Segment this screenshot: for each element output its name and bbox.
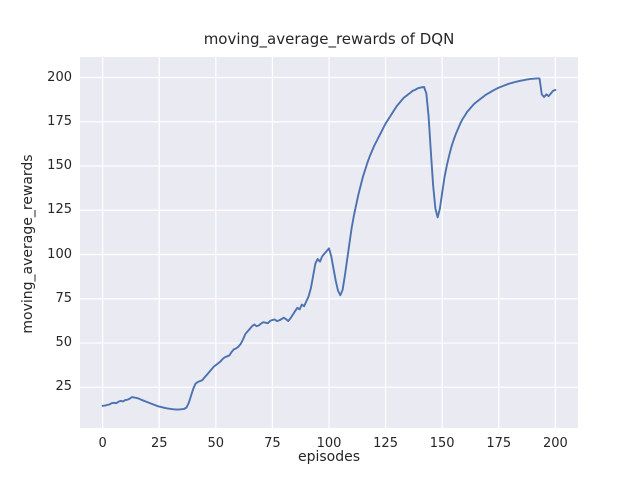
chart-title: moving_average_rewards of DQN bbox=[203, 30, 455, 48]
plot-area bbox=[80, 57, 578, 428]
x-tick-label: 100 bbox=[316, 436, 342, 451]
x-tick-label: 150 bbox=[429, 436, 455, 451]
line-series bbox=[101, 77, 557, 411]
x-tick-label: 75 bbox=[264, 436, 281, 451]
x-tick-label: 125 bbox=[373, 436, 398, 451]
y-tick-label: 50 bbox=[55, 335, 72, 351]
x-tick-label: 25 bbox=[150, 436, 168, 451]
y-axis-label: moving_average_rewards bbox=[20, 154, 36, 334]
y-tick-label: 75 bbox=[55, 290, 72, 306]
y-tick-label: 25 bbox=[55, 379, 72, 395]
x-tick-label: 0 bbox=[98, 436, 107, 451]
y-tick-label: 175 bbox=[47, 113, 72, 129]
y-tick-label: 150 bbox=[47, 158, 72, 174]
line-chart-canvas bbox=[80, 57, 578, 428]
y-tick-label: 125 bbox=[47, 202, 72, 218]
x-tick-label: 50 bbox=[207, 436, 225, 451]
x-axis-label: episodes bbox=[297, 449, 361, 465]
x-tick-label: 200 bbox=[542, 436, 568, 451]
y-tick-label: 200 bbox=[47, 69, 72, 85]
x-tick-label: 175 bbox=[486, 436, 512, 451]
y-tick-label: 100 bbox=[47, 246, 72, 262]
